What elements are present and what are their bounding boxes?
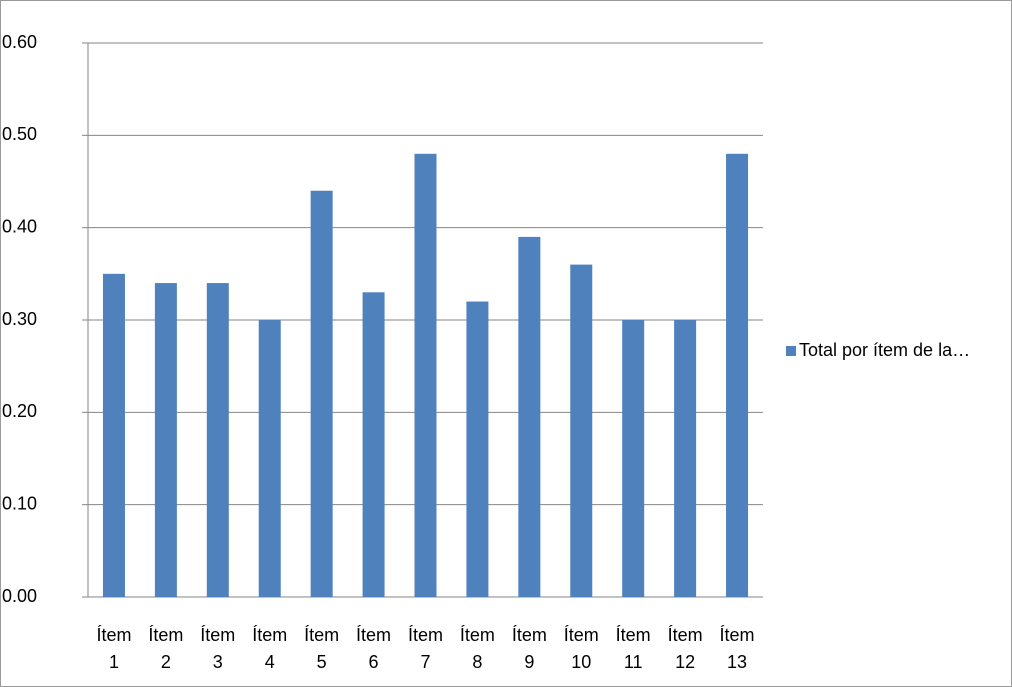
bar bbox=[518, 236, 541, 597]
legend-swatch bbox=[786, 346, 796, 356]
bar bbox=[206, 283, 229, 597]
bar bbox=[258, 320, 281, 597]
bar bbox=[570, 264, 593, 597]
y-tick-label: 0.40 bbox=[2, 216, 37, 236]
legend-label: Total por ítem de la… bbox=[799, 340, 970, 360]
x-tick-label: Ítem 1 bbox=[96, 625, 132, 672]
bar bbox=[726, 153, 749, 598]
bar bbox=[362, 292, 385, 597]
x-tick-label: Ítem 11 bbox=[615, 625, 651, 672]
x-tick-label: Ítem 8 bbox=[459, 625, 495, 672]
x-tick-label: Ítem 4 bbox=[252, 625, 288, 672]
x-tick-label: Ítem 6 bbox=[356, 625, 392, 672]
y-tick-label: 0.30 bbox=[2, 309, 37, 329]
y-tick-label: 0.60 bbox=[2, 32, 37, 52]
y-tick-label: 0.20 bbox=[2, 401, 37, 421]
bar bbox=[102, 273, 125, 597]
bar bbox=[414, 153, 437, 598]
bar bbox=[622, 320, 645, 597]
bar bbox=[466, 301, 489, 597]
y-tick-label: 0.50 bbox=[2, 124, 37, 144]
x-tick-label: Ítem 5 bbox=[304, 625, 340, 672]
x-tick-label: Ítem 7 bbox=[407, 625, 443, 672]
bar bbox=[674, 320, 697, 597]
x-tick-label: Ítem 13 bbox=[719, 625, 755, 672]
x-tick-label: Ítem 12 bbox=[667, 625, 703, 672]
x-tick-label: Ítem 9 bbox=[511, 625, 547, 672]
x-tick-label: Ítem 3 bbox=[200, 625, 236, 672]
x-tick-label: Ítem 2 bbox=[148, 625, 184, 672]
y-tick-label: 0.00 bbox=[2, 586, 37, 606]
y-tick-label: 0.10 bbox=[2, 493, 37, 513]
bar bbox=[310, 190, 333, 597]
bar bbox=[154, 283, 177, 597]
x-tick-label: Ítem 10 bbox=[563, 625, 599, 672]
